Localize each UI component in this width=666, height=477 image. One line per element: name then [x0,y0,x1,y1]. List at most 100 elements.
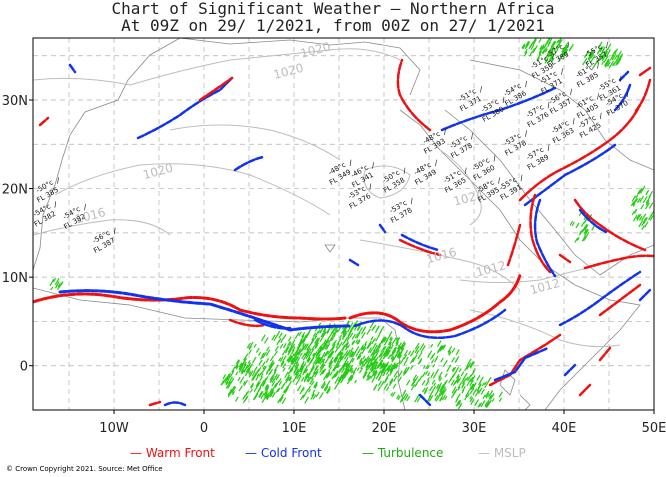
turbulence-mark [273,350,278,357]
turbulence-mark [477,403,481,408]
turbulence-mark [469,395,473,400]
turbulence-mark [320,363,325,371]
isobar-1020-west [54,163,331,216]
turbulence-mark [367,347,372,353]
turbulence-mark [544,48,548,53]
turbulence-mark [396,342,402,350]
turbulence-mark [457,381,463,389]
turbulence-mark [262,365,266,370]
turbulence-mark [427,372,431,377]
turbulence-mark [323,383,329,391]
turbulence-mark [414,345,420,354]
tropopause-tick [525,130,527,137]
turbulence-mark [584,224,589,231]
turbulence-mark [305,347,311,355]
turbulence-mark [606,43,612,50]
turbulence-mark [631,211,635,216]
turbulence-mark [297,349,303,356]
turbulence-mark [320,330,326,338]
turbulence-mark [345,342,349,348]
turbulence-mark [318,392,324,400]
turbulence-mark [307,351,311,357]
turbulence-mark [259,380,265,388]
turbulence-mark [383,337,388,343]
turbulence-mark [252,392,258,401]
cold-front [348,258,360,267]
turbulence-mark [312,358,318,365]
turbulence-mark [261,361,266,368]
turbulence-mark [247,360,251,364]
turbulence-mark [451,357,456,363]
turbulence-mark [636,197,641,203]
turbulence-mark [348,366,353,372]
turbulence-mark [643,217,648,225]
coastline-mediterranean [179,38,421,96]
x-tick-label: 40E [552,421,577,436]
turbulence-mark [251,356,257,364]
turbulence-mark [326,388,331,394]
turbulence-mark [230,385,236,392]
turbulence-mark [336,338,342,346]
turbulence-mark [406,379,411,386]
turbulence-mark [603,55,609,63]
turbulence-mark [343,369,347,376]
warm-front [573,198,647,252]
axis-labels: 10W 0 10E 20E 30E 40E 50E 30N 20N 10N 0 [2,94,666,436]
turbulence-mark [322,368,327,375]
turbulence-mark [243,379,248,387]
turbulence-mark [639,195,645,203]
turbulence-mark [269,375,274,381]
turbulence-mark [331,344,335,350]
turbulence-mark [429,385,434,392]
turbulence-mark [365,361,370,368]
turbulence-mark [312,394,317,400]
turbulence-mark [287,349,292,356]
turbulence-mark [398,354,403,360]
turbulence-mark [461,385,466,392]
turbulence-mark [444,373,448,378]
turbulence-mark [272,371,277,377]
turbulence-mark [288,375,292,382]
turbulence-mark [403,389,407,394]
turbulence-mark [317,353,321,359]
tropopause-tick [480,86,482,93]
turbulence-mark [548,57,553,63]
turbulence-cluster [436,374,503,410]
turbulence-mark [255,376,259,381]
turbulence-mark [305,331,311,339]
warm-front [148,400,162,407]
turbulence-mark [333,382,339,390]
turbulence-mark [345,357,349,363]
turbulence-mark [358,354,362,360]
turbulence-mark [250,382,254,389]
cold-front [638,288,652,302]
turbulence-mark [350,357,354,362]
tropopause-tick [349,159,352,167]
turbulence-mark [317,345,322,352]
turbulence-mark [371,361,376,369]
turbulence-mark [366,328,371,335]
turbulence-mark [235,359,240,365]
turbulence-mark [611,50,617,57]
turbulence-mark [539,45,543,50]
turbulence-mark [430,359,435,364]
turbulence-mark [391,337,397,345]
turbulence-mark [608,60,614,68]
turbulence-cluster [521,38,574,64]
turbulence-mark [482,394,486,400]
turbulence-mark [268,387,273,394]
turbulence-mark [300,334,305,342]
turbulence-mark [590,53,595,59]
turbulence-mark [279,396,284,403]
turbulence-mark [557,38,562,43]
turbulence-mark [384,377,389,384]
turbulence-mark [578,229,584,236]
turbulence-mark [374,349,380,358]
turbulence-mark [338,368,342,373]
turbulence-mark [367,343,371,349]
turbulence-mark [271,391,276,398]
turbulence-mark [290,343,296,350]
x-tick-label: 50E [642,421,666,436]
turbulence-mark [316,337,321,344]
